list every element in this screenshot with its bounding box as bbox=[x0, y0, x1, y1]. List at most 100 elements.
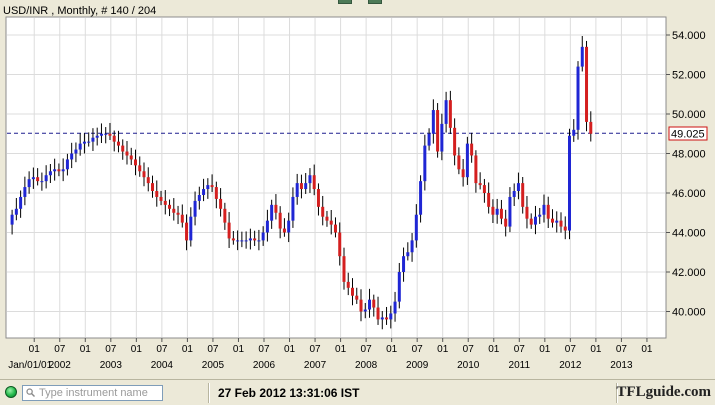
candle bbox=[231, 230, 235, 245]
status-separator bbox=[208, 383, 210, 403]
candle bbox=[193, 191, 197, 226]
site-name[interactable]: TFLguide.com bbox=[616, 384, 711, 400]
candle bbox=[521, 176, 525, 214]
candle-body bbox=[495, 208, 499, 215]
candle-body bbox=[380, 317, 384, 320]
x-year-label: 2009 bbox=[406, 360, 429, 371]
x-month-label: 07 bbox=[207, 344, 219, 355]
candle-body bbox=[185, 222, 189, 241]
candle bbox=[265, 209, 269, 242]
candle-body bbox=[82, 141, 86, 144]
candle-body bbox=[508, 196, 512, 227]
candle bbox=[244, 231, 248, 249]
candle bbox=[393, 291, 397, 322]
candle bbox=[19, 190, 23, 218]
candle bbox=[87, 132, 91, 147]
candle-body bbox=[338, 232, 342, 257]
candle bbox=[287, 212, 291, 243]
candle-body bbox=[299, 183, 303, 190]
top-tab-left[interactable] bbox=[338, 0, 352, 4]
candle bbox=[210, 174, 214, 192]
candle bbox=[406, 242, 410, 261]
candle-body bbox=[393, 301, 397, 314]
candle-body bbox=[214, 187, 218, 199]
usdinr-chart[interactable]: 54.000 52.000 50.000 48.000 46.000 44.000 42.0… bbox=[0, 0, 715, 379]
candle bbox=[74, 142, 78, 163]
candle bbox=[172, 198, 176, 221]
candle bbox=[299, 174, 303, 199]
candle-body bbox=[440, 123, 444, 152]
candle-body bbox=[180, 214, 184, 223]
candle bbox=[40, 172, 44, 191]
candle bbox=[453, 118, 457, 166]
candle-body bbox=[521, 183, 525, 207]
y-tick-label: 40.000 bbox=[672, 307, 706, 319]
candle bbox=[240, 231, 244, 248]
candle bbox=[363, 302, 367, 319]
x-month-label: 07 bbox=[616, 344, 628, 355]
candle bbox=[104, 127, 108, 144]
instrument-search-box[interactable] bbox=[22, 385, 163, 401]
candle bbox=[295, 173, 299, 205]
x-month-label: 01 bbox=[335, 344, 347, 355]
candle-body bbox=[138, 165, 142, 172]
candle-body bbox=[27, 179, 31, 188]
candle-body bbox=[533, 216, 537, 225]
candle bbox=[444, 91, 448, 133]
candle-body bbox=[240, 240, 244, 242]
candle bbox=[274, 194, 278, 220]
instrument-search-input[interactable] bbox=[39, 386, 159, 400]
candle bbox=[351, 278, 354, 306]
x-month-label: 07 bbox=[258, 344, 270, 355]
candle bbox=[270, 199, 274, 229]
candle-body bbox=[91, 137, 95, 142]
candle-body bbox=[189, 216, 193, 241]
candle-body bbox=[108, 133, 112, 136]
candle-body bbox=[325, 216, 329, 221]
candle bbox=[125, 141, 129, 165]
top-tab-right[interactable] bbox=[368, 0, 382, 4]
candle bbox=[48, 163, 52, 184]
candle bbox=[389, 305, 393, 329]
candle bbox=[36, 168, 40, 186]
candle-body bbox=[231, 238, 235, 241]
candle bbox=[355, 287, 359, 304]
x-month-label: 07 bbox=[309, 344, 321, 355]
candle bbox=[151, 175, 155, 198]
candle-body bbox=[542, 204, 546, 215]
candle-body bbox=[244, 240, 248, 242]
candle-body bbox=[257, 240, 261, 242]
candle-body bbox=[159, 196, 163, 201]
candle bbox=[65, 153, 69, 176]
candle-body bbox=[470, 143, 474, 156]
candle bbox=[189, 207, 193, 247]
candle-body bbox=[65, 159, 69, 170]
candle bbox=[380, 311, 384, 330]
candle bbox=[546, 196, 550, 228]
candle bbox=[529, 213, 533, 229]
x-month-label: 07 bbox=[361, 344, 373, 355]
candle bbox=[465, 136, 469, 185]
candle bbox=[333, 217, 337, 238]
candle bbox=[397, 262, 401, 309]
candle bbox=[580, 35, 584, 72]
candle-body bbox=[74, 149, 78, 154]
candle-body bbox=[176, 212, 180, 215]
x-year-label: 2007 bbox=[304, 360, 327, 371]
candle bbox=[159, 190, 163, 206]
candle-body bbox=[589, 121, 593, 134]
candle-body bbox=[142, 171, 146, 178]
candle bbox=[448, 90, 452, 134]
candle-body bbox=[478, 183, 482, 186]
candle-body bbox=[504, 218, 508, 227]
candle-body bbox=[529, 218, 533, 225]
candle-body bbox=[163, 200, 167, 205]
candle-body bbox=[112, 135, 116, 142]
candle-body bbox=[236, 240, 240, 242]
y-tick-label: 42.000 bbox=[672, 267, 706, 279]
candle bbox=[487, 182, 491, 214]
candle bbox=[312, 164, 316, 196]
x-month-label: 01 bbox=[233, 344, 245, 355]
candle-body bbox=[278, 212, 282, 229]
